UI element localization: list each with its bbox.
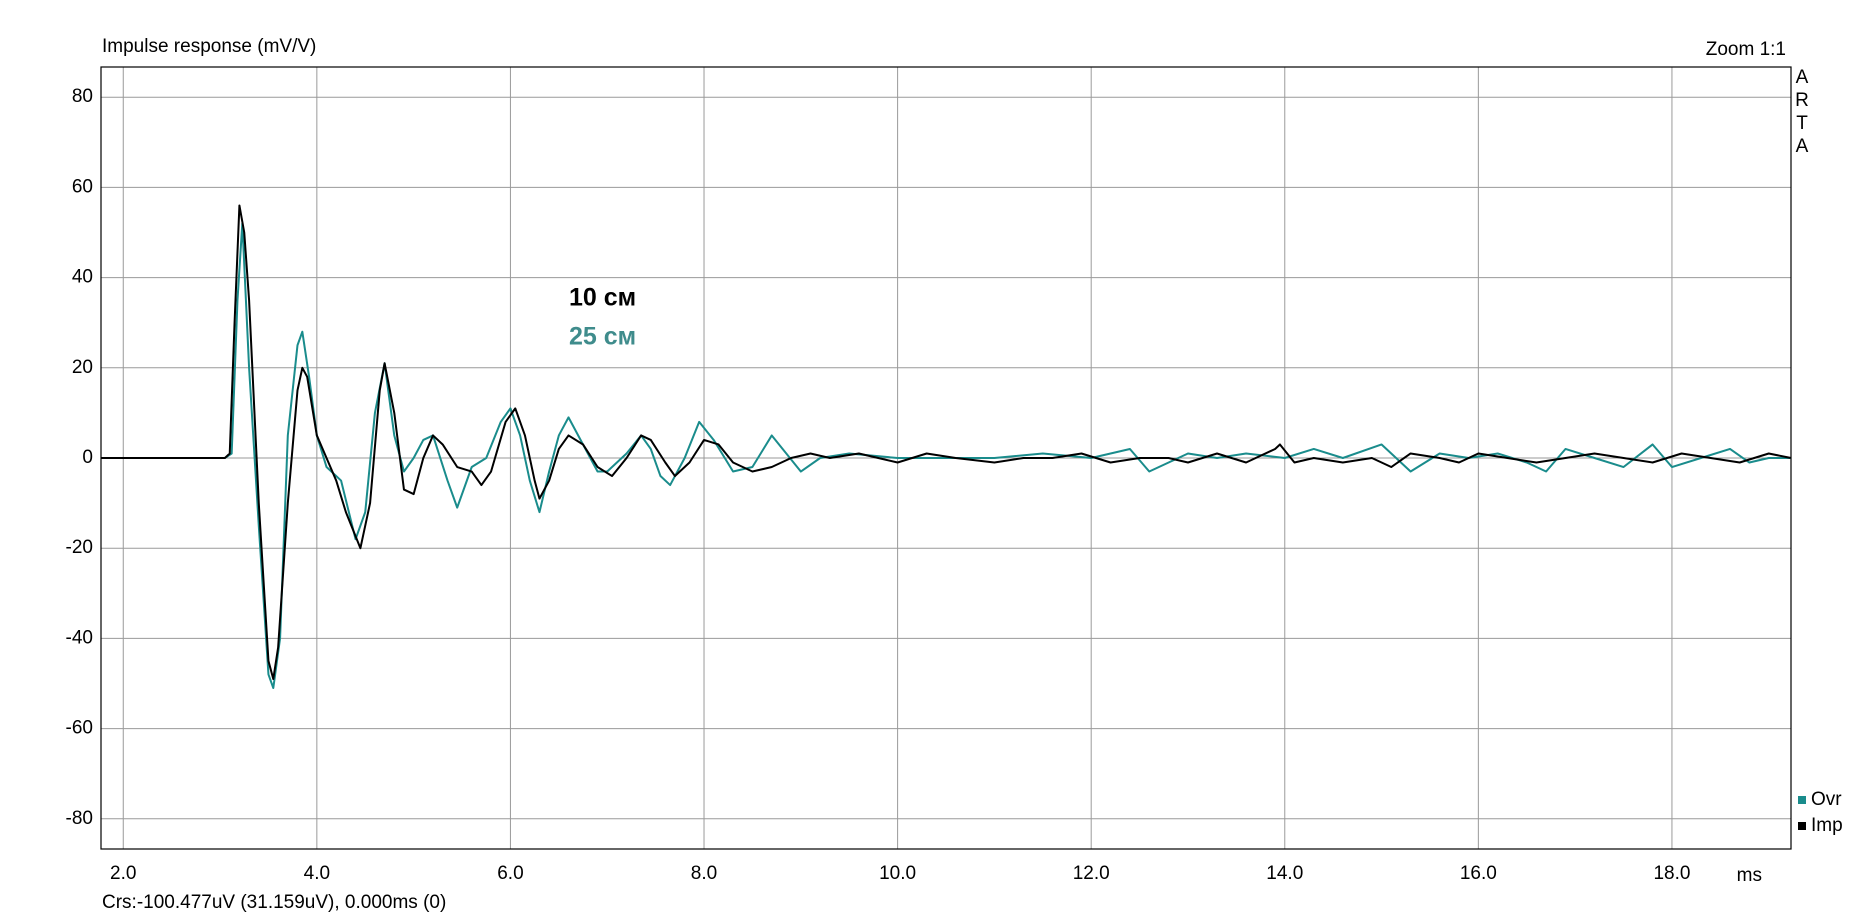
y-tick-label: 80	[72, 86, 93, 107]
x-tick-label: 8.0	[691, 863, 717, 884]
x-tick-label: 10.0	[879, 863, 916, 884]
annotation: 10 см	[569, 284, 636, 312]
y-tick-label: -60	[66, 718, 93, 739]
x-unit: ms	[1737, 865, 1762, 886]
x-tick-label: 2.0	[110, 863, 136, 884]
chart-title: Impulse response (mV/V)	[102, 36, 316, 57]
y-tick-label: 0	[82, 447, 93, 468]
x-tick-label: 14.0	[1266, 863, 1303, 884]
y-tick-label: -80	[66, 808, 93, 829]
x-tick-label: 16.0	[1460, 863, 1497, 884]
brand-letter: T	[1796, 113, 1808, 134]
brand-letter: A	[1796, 136, 1809, 157]
legend-label: Imp	[1811, 815, 1843, 836]
x-tick-label: 6.0	[497, 863, 523, 884]
annotation: 25 см	[569, 323, 636, 351]
legend-swatch	[1798, 822, 1806, 830]
y-tick-label: 40	[72, 267, 93, 288]
y-tick-label: -20	[66, 537, 93, 558]
brand-letter: A	[1796, 67, 1809, 88]
series-line	[101, 204, 1792, 680]
legend-swatch	[1798, 796, 1806, 804]
cursor-readout: Crs:-100.477uV (31.159uV), 0.000ms (0)	[102, 892, 446, 913]
y-tick-label: 60	[72, 176, 93, 197]
x-tick-label: 4.0	[304, 863, 330, 884]
x-tick-label: 12.0	[1073, 863, 1110, 884]
y-tick-label: -40	[66, 627, 93, 648]
series-line	[101, 222, 1791, 689]
x-tick-label: 18.0	[1653, 863, 1690, 884]
legend-label: Ovr	[1811, 789, 1842, 810]
y-tick-label: 20	[72, 357, 93, 378]
brand-letter: R	[1795, 90, 1809, 111]
zoom-label: Zoom 1:1	[1706, 39, 1786, 60]
